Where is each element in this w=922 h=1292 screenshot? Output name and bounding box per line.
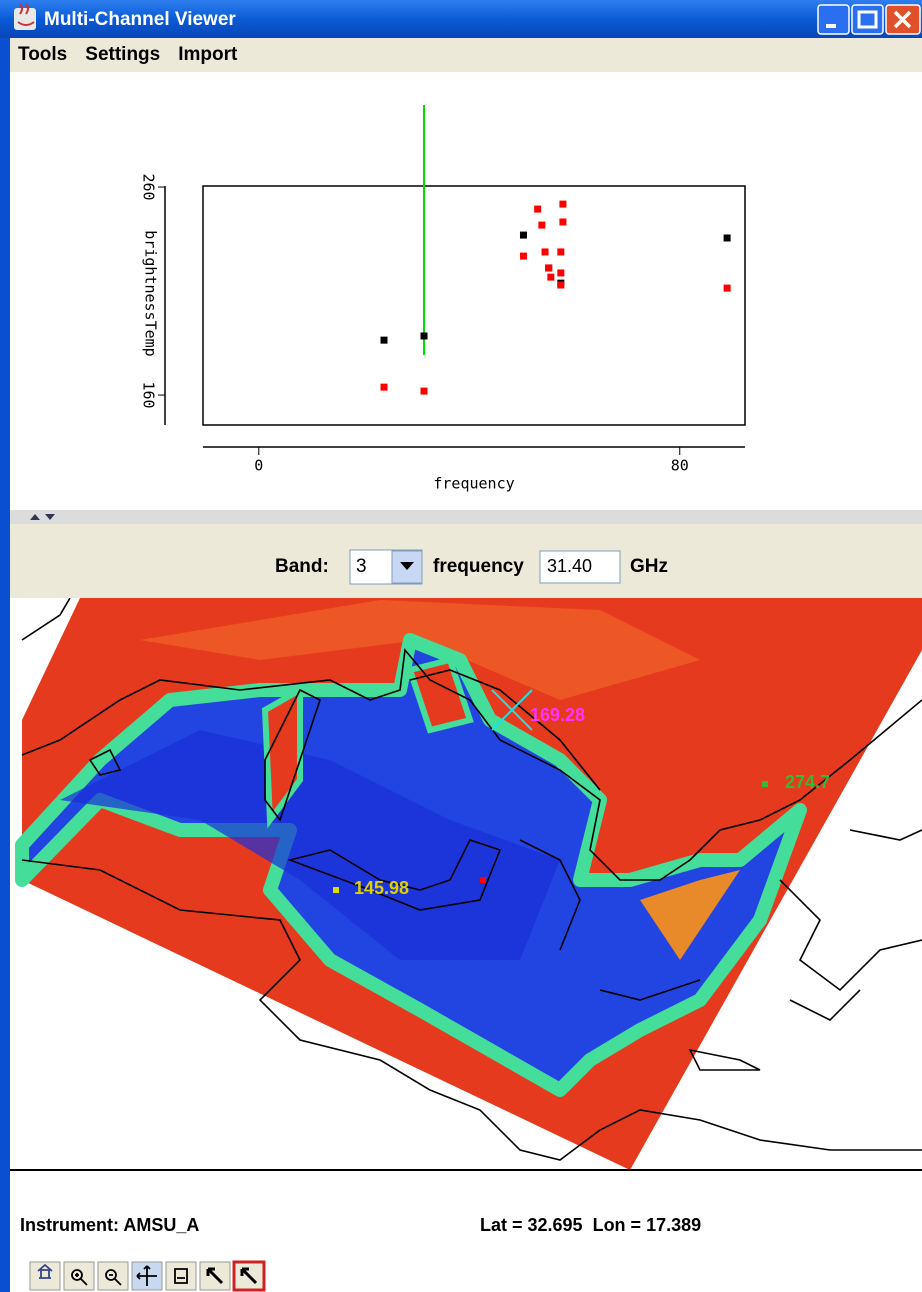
menu-bar: Tools Settings Import bbox=[18, 44, 238, 65]
probe-marker[interactable] bbox=[480, 877, 486, 883]
toolbar-button[interactable] bbox=[98, 1262, 128, 1290]
frequency-label: frequency bbox=[433, 556, 524, 577]
point bbox=[421, 388, 428, 395]
band-value: 3 bbox=[356, 556, 367, 577]
x-tick-label: 0 bbox=[254, 457, 263, 475]
point bbox=[547, 274, 554, 281]
menu-item[interactable]: Tools bbox=[18, 44, 67, 65]
y-axis-label: brightnessTemp bbox=[142, 230, 160, 356]
point bbox=[381, 337, 388, 344]
toolbar bbox=[30, 1262, 264, 1290]
menu-item[interactable]: Import bbox=[178, 44, 238, 65]
point bbox=[557, 248, 564, 255]
splitter[interactable] bbox=[10, 510, 922, 524]
point bbox=[538, 222, 545, 229]
point bbox=[545, 264, 552, 271]
probe-marker[interactable] bbox=[333, 887, 339, 893]
point bbox=[724, 285, 731, 292]
probe-label: 169.28 bbox=[530, 705, 585, 725]
page: Multi-Channel Viewer Tools Settings Import… bbox=[0, 0, 922, 1292]
position-label: Lat = 32.695 Lon = 17.389 bbox=[480, 1215, 701, 1235]
point bbox=[542, 248, 549, 255]
maximize-button[interactable] bbox=[852, 5, 883, 34]
band-label: Band: bbox=[275, 556, 329, 577]
close-button[interactable] bbox=[886, 5, 920, 34]
window-title: Multi-Channel Viewer bbox=[44, 9, 236, 30]
y-tick-label: 160 bbox=[140, 382, 158, 409]
point bbox=[520, 253, 527, 260]
y-tick-label: 260 bbox=[140, 173, 158, 200]
toolbar-button[interactable] bbox=[64, 1262, 94, 1290]
toolbar-button[interactable] bbox=[234, 1262, 264, 1290]
button-face bbox=[98, 1262, 128, 1290]
point bbox=[520, 232, 527, 239]
band-combo[interactable]: 3 bbox=[350, 550, 422, 584]
menu-item[interactable]: Settings bbox=[85, 44, 160, 65]
point bbox=[559, 218, 566, 225]
point bbox=[557, 269, 564, 276]
button-face bbox=[30, 1262, 60, 1290]
frequency-unit: GHz bbox=[630, 556, 668, 577]
point bbox=[534, 206, 541, 213]
button-face bbox=[166, 1262, 196, 1290]
frequency-field[interactable]: 31.40 bbox=[540, 551, 620, 583]
button-face bbox=[64, 1262, 94, 1290]
x-axis-label: frequency bbox=[433, 475, 514, 493]
toolbar-button[interactable] bbox=[166, 1262, 196, 1290]
minimize-button[interactable] bbox=[818, 5, 849, 34]
point bbox=[559, 201, 566, 208]
x-tick-label: 80 bbox=[671, 457, 689, 475]
window: Multi-Channel Viewer Tools Settings Import… bbox=[0, 0, 922, 1292]
toolbar-button[interactable] bbox=[200, 1262, 230, 1290]
point bbox=[557, 282, 564, 289]
frequency-value: 31.40 bbox=[547, 556, 592, 576]
toolbar-button[interactable] bbox=[132, 1262, 162, 1290]
point bbox=[724, 235, 731, 242]
window-border bbox=[0, 0, 10, 1292]
toolbar-button[interactable] bbox=[30, 1262, 60, 1290]
point bbox=[381, 384, 388, 391]
probe-marker[interactable] bbox=[762, 781, 768, 787]
point bbox=[421, 332, 428, 339]
instrument-label: Instrument: AMSU_A bbox=[20, 1215, 199, 1235]
probe-label: 145.98 bbox=[354, 878, 409, 898]
probe-label: 274.7 bbox=[785, 772, 830, 792]
